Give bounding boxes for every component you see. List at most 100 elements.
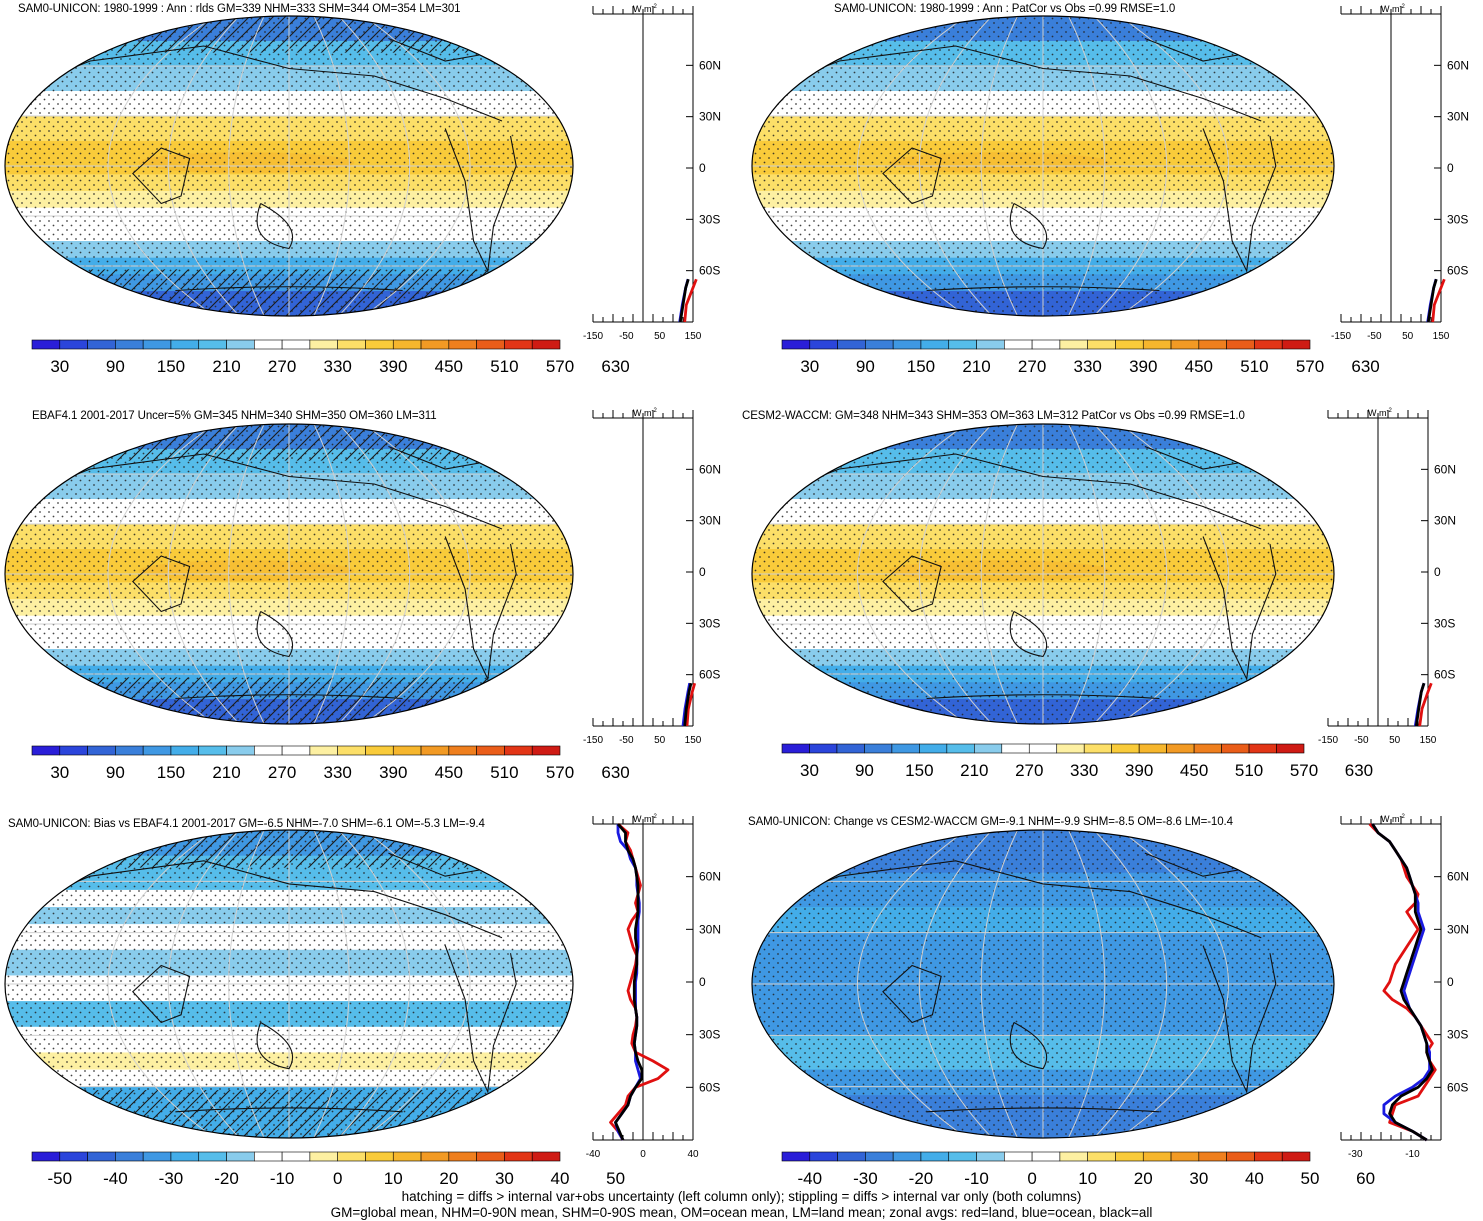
colorbar-swatch bbox=[892, 1151, 922, 1162]
colorbar-label: 330 bbox=[323, 763, 351, 782]
colorbar-swatch bbox=[864, 743, 893, 754]
colorbar-swatch bbox=[1115, 1151, 1144, 1162]
x-tick-label: -150 bbox=[1318, 735, 1338, 746]
colorbar-label: 270 bbox=[1015, 761, 1043, 780]
colorbar-label: -30 bbox=[159, 1169, 184, 1188]
colorbar-swatch bbox=[31, 339, 61, 350]
units-superscript: -2 bbox=[652, 814, 658, 820]
lat-label: 60N bbox=[1447, 58, 1469, 72]
colorbar-swatch bbox=[1142, 339, 1172, 350]
land-zonal-line bbox=[683, 278, 698, 323]
lat-label: 30S bbox=[699, 616, 720, 630]
colorbar-label: 30 bbox=[50, 763, 69, 782]
lat-label: 0 bbox=[699, 565, 706, 579]
colorbar-swatch bbox=[1138, 743, 1167, 754]
colorbar-label: 0 bbox=[1027, 1169, 1036, 1188]
colorbar-swatch bbox=[836, 743, 865, 754]
colorbar-swatch bbox=[365, 1151, 394, 1162]
colorbar-swatch bbox=[476, 339, 505, 350]
colorbar-label: 570 bbox=[546, 357, 574, 376]
colorbar-label: 90 bbox=[855, 761, 874, 780]
land-zonal-line bbox=[685, 682, 697, 727]
colorbar-cesm2: 30 90 150 210 270 330 390 450 510 570 630 bbox=[781, 743, 1373, 780]
colorbar-label: 630 bbox=[601, 763, 629, 782]
lat-label: 60S bbox=[1447, 264, 1468, 278]
footer-note-means: GM=global mean, NHM=0-90N mean, SHM=0-90… bbox=[330, 1205, 1153, 1220]
all-zonal-line bbox=[1371, 823, 1434, 1142]
colorbar-swatch bbox=[448, 1151, 477, 1162]
colorbar-label: 150 bbox=[907, 357, 935, 376]
colorbar-label: 330 bbox=[1073, 357, 1101, 376]
zonal-plot-change: 60N 30N 0 30S 60S W m-2 -30 -10 bbox=[1340, 814, 1469, 1160]
map-change bbox=[751, 829, 1335, 1139]
all-zonal-line bbox=[1414, 682, 1426, 727]
colorbar-swatch bbox=[1254, 339, 1283, 350]
map-outline bbox=[751, 423, 1335, 725]
colorbar-label: 90 bbox=[856, 357, 875, 376]
x-tick-label: 0 bbox=[640, 1149, 646, 1160]
colorbar-label: 450 bbox=[435, 763, 463, 782]
lat-label: 60N bbox=[1434, 462, 1456, 476]
colorbar-label: -20 bbox=[909, 1169, 934, 1188]
panel-title-change: SAM0-UNICON: Change vs CESM2-WACCM GM=-9… bbox=[748, 816, 1233, 828]
colorbar-label: 270 bbox=[1018, 357, 1046, 376]
colorbar-swatch bbox=[309, 1151, 338, 1162]
units-superscript: -2 bbox=[1387, 408, 1393, 414]
colorbar-swatch bbox=[254, 745, 283, 756]
lat-label: 0 bbox=[1434, 565, 1441, 579]
colorbar-label: 0 bbox=[333, 1169, 342, 1188]
units-label: W m-2 bbox=[1381, 814, 1405, 824]
x-tick-label: -150 bbox=[583, 735, 603, 746]
colorbar-swatch bbox=[170, 745, 200, 756]
colorbar-label: 30 bbox=[800, 761, 819, 780]
colorbar-swatch bbox=[420, 745, 450, 756]
x-tick-label: -150 bbox=[1331, 331, 1351, 342]
colorbar-swatch bbox=[59, 745, 88, 756]
colorbar-swatch bbox=[281, 1151, 311, 1162]
colorbar-swatch bbox=[1166, 743, 1195, 754]
colorbar-swatch bbox=[59, 339, 88, 350]
lat-label: 30N bbox=[699, 514, 721, 528]
colorbar-swatch bbox=[1087, 339, 1116, 350]
map-outline bbox=[751, 829, 1335, 1139]
colorbar-label: 510 bbox=[1240, 357, 1268, 376]
lat-label: 30S bbox=[699, 212, 720, 226]
colorbar-swatch bbox=[115, 339, 144, 350]
map-bias bbox=[4, 829, 574, 1139]
panel-title-sam0: SAM0-UNICON: 1980-1999 : Ann : rlds GM=3… bbox=[18, 3, 461, 15]
lat-label: 60S bbox=[699, 668, 720, 682]
colorbar-swatch bbox=[476, 745, 505, 756]
colorbar-label: 210 bbox=[212, 357, 240, 376]
map-sam0 bbox=[4, 15, 574, 317]
panel-title-sam0-patcor: SAM0-UNICON: 1980-1999 : Ann : PatCor vs… bbox=[834, 3, 1176, 15]
colorbar-label: 390 bbox=[1125, 761, 1153, 780]
lat-label: 30S bbox=[1447, 212, 1468, 226]
colorbar-swatch bbox=[1115, 339, 1144, 350]
colorbar-swatch bbox=[1221, 743, 1250, 754]
colorbar-swatch bbox=[198, 1151, 227, 1162]
colorbar-swatch bbox=[1281, 339, 1311, 350]
x-tick-label: 40 bbox=[687, 1149, 699, 1160]
colorbar-swatch bbox=[476, 1151, 505, 1162]
colorbar-label: -50 bbox=[48, 1169, 73, 1188]
colorbar-label: 210 bbox=[212, 763, 240, 782]
zonal-plot-sam0-patcor: 60N 30N 0 30S 60S W m-2 -150 -50 50 150 bbox=[1331, 4, 1469, 342]
colorbar-swatch bbox=[1198, 1151, 1227, 1162]
colorbar-swatch bbox=[170, 339, 200, 350]
colorbar-label: 10 bbox=[384, 1169, 403, 1188]
colorbar-label: 510 bbox=[490, 357, 518, 376]
colorbar-swatch bbox=[504, 745, 533, 756]
map-outline bbox=[751, 15, 1335, 317]
colorbar-label: -30 bbox=[853, 1169, 878, 1188]
x-tick-label: 50 bbox=[654, 735, 666, 746]
colorbar-swatch bbox=[337, 339, 366, 350]
colorbar-label: 150 bbox=[157, 357, 185, 376]
lat-label: 30S bbox=[1434, 616, 1455, 630]
colorbar-label: 50 bbox=[1301, 1169, 1320, 1188]
x-tick-label: 50 bbox=[1389, 735, 1401, 746]
colorbar-swatch bbox=[420, 339, 450, 350]
x-tick-label: 150 bbox=[685, 331, 702, 342]
colorbar-label: -40 bbox=[103, 1169, 128, 1188]
colorbar-label: 450 bbox=[1185, 357, 1213, 376]
lat-label: 30N bbox=[1447, 922, 1469, 936]
